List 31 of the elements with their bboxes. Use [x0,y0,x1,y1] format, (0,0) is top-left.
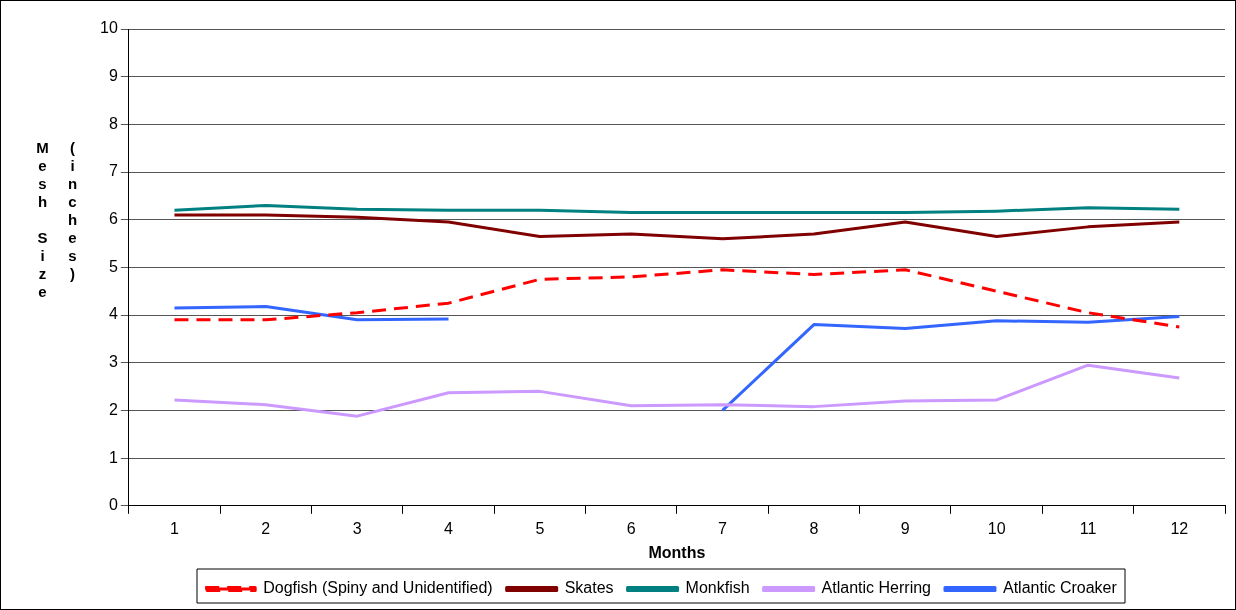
x-tick-label: 11 [1079,520,1097,538]
y-tick-label: 6 [108,210,118,228]
x-tick-label: 5 [535,520,545,538]
x-tick-label: 6 [626,520,636,538]
y-tick-label: 5 [108,257,118,275]
x-tick-label: 7 [718,520,728,538]
x-tick-label: 3 [352,520,362,538]
y-tick-label: 4 [108,305,118,323]
y-tick-label: 0 [108,496,118,514]
y-tick-label: 3 [108,353,118,371]
x-tick-label: 10 [987,520,1006,538]
x-tick-label: 2 [261,520,271,538]
y-tick-label: 7 [108,162,118,180]
y-tick-label: 2 [108,400,118,418]
x-tick-label: 1 [170,520,180,538]
legend-label: Atlantic Croaker [1002,579,1118,597]
y-tick-label: 8 [108,114,118,132]
x-tick-label: 4 [444,520,454,538]
x-tick-label: 8 [809,520,819,538]
y-tick-label: 10 [100,19,118,37]
y-tick-label: 9 [108,67,118,85]
legend-label: Dogfish (Spiny and Unidentified) [263,579,493,597]
x-axis-title: Months [648,543,706,561]
legend-label: Monkfish [685,579,750,597]
legend-label: Skates [564,579,614,597]
y-axis-title: Mesh Size (inches) [33,139,82,303]
line-series [172,268,1181,329]
legend-label: Atlantic Herring [821,579,931,597]
x-tick-label: 12 [1170,520,1189,538]
y-tick-label: 1 [108,448,118,466]
x-tick-label: 9 [900,520,910,538]
